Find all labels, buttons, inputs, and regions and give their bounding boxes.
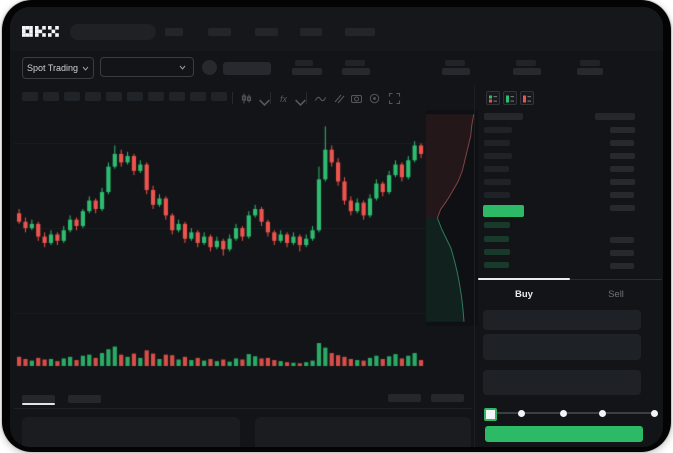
bottom-action-placeholder[interactable] (431, 394, 464, 402)
nav-item-placeholder[interactable] (345, 28, 375, 36)
stat-value-placeholder (342, 68, 370, 75)
market-type-label: Spot Trading (26, 63, 79, 73)
chevron-down-icon (82, 66, 89, 71)
orderbook-amount-cell (610, 127, 635, 133)
settings-icon[interactable] (368, 92, 381, 105)
orderbook-amount-header-placeholder (595, 113, 635, 120)
timeframe-button-placeholder[interactable] (169, 92, 185, 101)
draw-tool-icon[interactable] (332, 92, 345, 105)
order-form-field[interactable] (483, 370, 641, 395)
screen: Spot Trading fx (10, 7, 663, 447)
orderbook-price-header-placeholder (484, 113, 523, 120)
slider-dot[interactable] (599, 410, 606, 417)
orderbook-amount-cell (610, 179, 635, 185)
timeframe-button-placeholder[interactable] (211, 92, 227, 101)
stat-label-placeholder (345, 60, 365, 66)
chevron-down-icon[interactable] (258, 96, 271, 109)
stat-value-placeholder (442, 68, 470, 75)
okx-logo[interactable] (22, 26, 60, 38)
orderbook-bid-row (484, 222, 510, 228)
nav-item-placeholder[interactable] (300, 28, 322, 36)
search-input[interactable] (70, 24, 156, 40)
buy-tab-underline (478, 278, 570, 280)
orderbook-combined-icon[interactable] (486, 91, 500, 105)
orderbook-bid-row (484, 249, 510, 255)
line-tool-icon[interactable] (314, 92, 327, 105)
timeframe-button-placeholder[interactable] (64, 92, 80, 101)
orderbook-ask-row (484, 166, 509, 172)
orderbook-ask-row (484, 140, 510, 146)
stat-label-placeholder (580, 60, 600, 66)
orderbook-amount-cell (610, 263, 634, 269)
chevron-down-icon[interactable] (294, 96, 307, 109)
timeframe-button-placeholder[interactable] (22, 92, 38, 101)
market-type-dropdown[interactable]: Spot Trading (22, 57, 94, 79)
panel-divider (474, 85, 475, 447)
bottom-panel (22, 417, 240, 447)
bottom-panel (255, 417, 471, 447)
order-form-field[interactable] (483, 310, 641, 330)
orderbook-ask-row (484, 153, 512, 159)
stat-label-placeholder (295, 60, 313, 66)
orderbook-amount-cell (610, 250, 634, 256)
fullscreen-icon[interactable] (388, 92, 401, 105)
amount-slider-track[interactable] (487, 412, 656, 414)
orderbook-ask-row (484, 179, 511, 185)
divider (14, 408, 472, 409)
timeframe-button-placeholder[interactable] (43, 92, 59, 101)
orderbook-ask-row (484, 127, 512, 133)
candle-style-icon[interactable] (240, 92, 253, 105)
orderbook-ask-row (484, 192, 510, 198)
bottom-tab-placeholder-active[interactable] (22, 395, 55, 403)
depth-chart (426, 110, 478, 326)
camera-icon[interactable] (350, 92, 363, 105)
orderbook-bids-icon[interactable] (503, 91, 517, 105)
timeframe-button-placeholder[interactable] (190, 92, 206, 101)
chevron-down-icon (179, 65, 186, 70)
timeframe-button-placeholder[interactable] (85, 92, 101, 101)
submit-buy-button[interactable] (485, 426, 643, 442)
slider-dot[interactable] (560, 410, 567, 417)
orderbook-amount-cell (610, 205, 635, 211)
orderbook-amount-cell (610, 192, 634, 198)
tab-sell[interactable]: Sell (608, 288, 624, 300)
orderbook-amount-cell (610, 166, 634, 172)
orderbook-amount-cell (610, 153, 635, 159)
timeframe-button-placeholder[interactable] (106, 92, 122, 101)
svg-text:fx: fx (280, 94, 288, 104)
bottom-action-placeholder[interactable] (388, 394, 421, 402)
orderbook-asks-icon[interactable] (520, 91, 534, 105)
stat-value-placeholder (577, 68, 603, 75)
toolbar-divider (232, 92, 233, 104)
stat-value-placeholder (513, 68, 541, 75)
slider-dot[interactable] (518, 410, 525, 417)
candlestick-canvas[interactable] (14, 108, 426, 385)
pair-name-placeholder (223, 62, 271, 75)
bottom-tab-placeholder[interactable] (68, 395, 101, 403)
toolbar-divider (270, 92, 271, 104)
slider-dot[interactable] (651, 410, 658, 417)
stat-value-placeholder (292, 68, 322, 75)
pair-dropdown[interactable] (100, 57, 194, 77)
orderbook-amount-cell (610, 140, 634, 146)
nav-item-placeholder[interactable] (208, 28, 231, 36)
orderbook-bid-row (484, 262, 509, 268)
divider (478, 279, 662, 280)
timeframe-button-placeholder[interactable] (148, 92, 164, 101)
indicators-icon[interactable]: fx (278, 92, 291, 105)
tab-buy[interactable]: Buy (515, 288, 533, 300)
last-price-badge[interactable] (483, 205, 524, 217)
nav-item-placeholder[interactable] (165, 28, 183, 36)
orderbook-amount-cell (610, 237, 634, 243)
toolbar-divider (306, 92, 307, 104)
timeframe-button-placeholder[interactable] (127, 92, 143, 101)
active-tab-underline (22, 403, 55, 405)
orderbook-bid-row (484, 236, 509, 242)
pair-avatar (202, 60, 217, 75)
amount-slider-handle[interactable] (484, 408, 497, 421)
order-form-field[interactable] (483, 334, 641, 360)
stat-label-placeholder (516, 60, 536, 66)
stat-label-placeholder (445, 60, 465, 66)
nav-item-placeholder[interactable] (255, 28, 278, 36)
